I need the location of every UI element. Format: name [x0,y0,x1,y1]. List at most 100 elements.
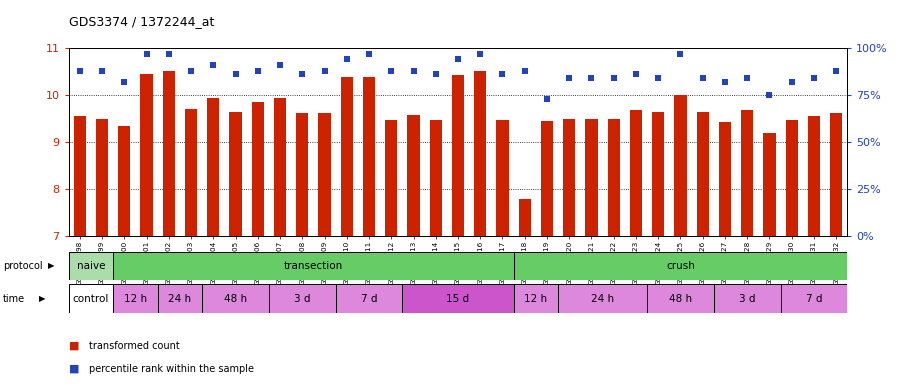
Point [829,68,844,74]
Bar [69,252,114,280]
Text: 3 d: 3 d [739,293,756,304]
Text: 24 h: 24 h [169,293,191,304]
Bar [714,284,780,313]
Bar [514,252,847,280]
Point [94,68,109,74]
Point [250,68,265,74]
Bar [118,126,130,236]
Text: crush: crush [666,261,695,271]
Bar [652,113,664,236]
Text: naive: naive [77,261,105,271]
Bar [674,95,687,236]
Bar [341,77,353,236]
Point [429,71,443,78]
Text: ■: ■ [69,341,79,351]
Point [740,75,755,81]
Bar [335,284,402,313]
Text: 12 h: 12 h [524,293,548,304]
Bar [274,98,286,236]
Point [651,75,666,81]
Bar [402,284,514,313]
Text: 48 h: 48 h [224,293,247,304]
Point [473,51,487,57]
Bar [830,113,843,236]
Point [496,71,510,78]
Text: 3 d: 3 d [294,293,311,304]
Point [184,68,199,74]
Point [717,79,732,85]
Point [540,96,554,102]
Text: time: time [3,293,25,304]
Point [451,56,465,62]
Text: ▶: ▶ [38,294,45,303]
Bar [319,113,331,236]
Text: GDS3374 / 1372244_at: GDS3374 / 1372244_at [69,15,214,28]
Text: 7 d: 7 d [361,293,377,304]
Bar [69,284,114,313]
Bar [741,110,753,236]
Bar [296,113,309,236]
Point [762,92,777,98]
Bar [647,284,714,313]
Bar [585,119,597,236]
Bar [430,119,442,236]
Bar [158,284,202,313]
Point [606,75,621,81]
Point [384,68,398,74]
Bar [207,98,220,236]
Bar [474,71,486,236]
Bar [558,284,647,313]
Bar [563,119,575,236]
Text: transection: transection [284,261,343,271]
Bar [452,75,464,236]
Bar [363,77,376,236]
Bar [96,119,108,236]
Point [406,68,420,74]
Point [784,79,799,85]
Text: control: control [72,293,109,304]
Text: 48 h: 48 h [669,293,692,304]
Point [139,51,154,57]
Text: protocol: protocol [3,261,42,271]
Point [628,71,643,78]
Bar [786,120,798,236]
Bar [696,113,709,236]
Text: 24 h: 24 h [591,293,614,304]
Bar [73,116,86,236]
Bar [496,119,508,236]
Point [340,56,354,62]
Text: ■: ■ [69,364,79,374]
Text: ▶: ▶ [48,262,54,270]
Point [518,68,532,74]
Bar [607,119,620,236]
Text: 7 d: 7 d [806,293,823,304]
Text: percentile rank within the sample: percentile rank within the sample [89,364,254,374]
Point [72,68,87,74]
Bar [114,284,158,313]
Point [206,62,221,68]
Bar [385,119,398,236]
Point [295,71,310,78]
Bar [252,102,264,236]
Bar [408,115,420,236]
Bar [202,284,269,313]
Point [273,62,288,68]
Bar [269,284,335,313]
Bar [229,113,242,236]
Bar [163,71,175,236]
Bar [630,110,642,236]
Bar [114,252,514,280]
Bar [540,121,553,236]
Bar [763,133,776,236]
Point [695,75,710,81]
Point [228,71,243,78]
Bar [780,284,847,313]
Point [161,51,176,57]
Bar [140,74,153,236]
Bar [514,284,558,313]
Point [317,68,332,74]
Point [673,51,688,57]
Text: 15 d: 15 d [446,293,470,304]
Point [117,79,132,85]
Bar [719,122,731,236]
